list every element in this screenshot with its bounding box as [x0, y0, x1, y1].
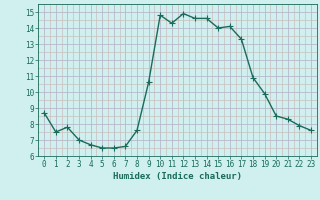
X-axis label: Humidex (Indice chaleur): Humidex (Indice chaleur): [113, 172, 242, 181]
